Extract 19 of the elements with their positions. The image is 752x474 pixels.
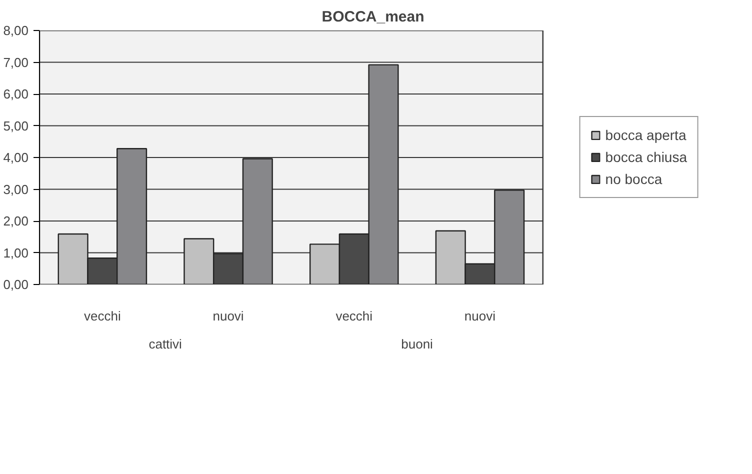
x-tick-label: vecchi [336, 308, 373, 324]
chart-title: BOCCA_mean [322, 8, 424, 26]
y-tick-label: 1,00 [3, 245, 29, 260]
y-tick-label: 8,00 [3, 23, 29, 38]
y-tick-label: 4,00 [3, 150, 29, 165]
text: buoni [401, 336, 434, 352]
legend-label: bocca chiusa [605, 149, 687, 165]
y-tick-label: 6,00 [3, 86, 29, 102]
y-tick-label: 7,00 [3, 54, 29, 70]
y-tick-label: 2,00 [3, 214, 29, 228]
text: cattivi [148, 336, 182, 352]
legend-label: no bocca [605, 171, 662, 187]
x-tick-label: nuovi [212, 308, 244, 324]
legend-label: bocca aperta [605, 127, 686, 143]
y-tick-label: 0,00 [3, 277, 29, 292]
x-tick-label: vecchi [84, 308, 121, 324]
x-tick-label: nuovi [464, 308, 496, 324]
y-tick-label: 5,00 [3, 118, 29, 134]
y-tick-label: 3,00 [3, 182, 29, 197]
